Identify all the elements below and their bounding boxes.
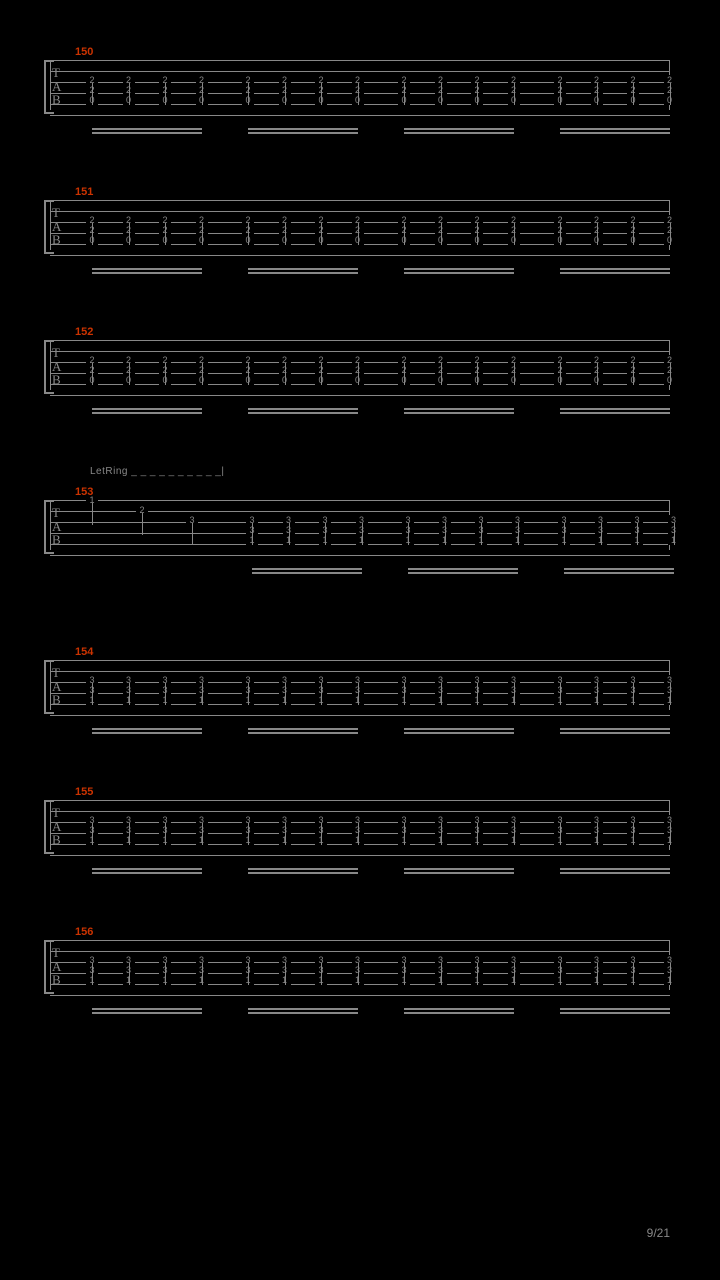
tab-label: TAB [52, 206, 60, 247]
barline-start [50, 940, 51, 990]
measure-number: 154 [75, 646, 93, 658]
measure-150: 150TAB2202202202202202202202202202202202… [50, 60, 670, 150]
barline-start [50, 500, 51, 550]
measure-number: 150 [75, 46, 93, 58]
measure-155: 155TAB3313313313313313313313313313313313… [50, 800, 670, 890]
measure-number: 152 [75, 326, 93, 338]
measure-151: 151TAB2202202202202202202202202202202202… [50, 200, 670, 290]
tab-label: TAB [52, 666, 60, 707]
measure-152: 152TAB2202202202202202202202202202202202… [50, 340, 670, 430]
measure-number: 156 [75, 926, 93, 938]
tab-label: TAB [52, 806, 60, 847]
letring-annotation: LetRing _ _ _ _ _ _ _ _ _ _| [90, 466, 224, 477]
tab-label: TAB [52, 66, 60, 107]
barline-start [50, 200, 51, 250]
measure-154: 154TAB3313313313313313313313313313313313… [50, 660, 670, 750]
tab-label: TAB [52, 506, 60, 547]
measure-number: 155 [75, 786, 93, 798]
measure-156: 156TAB3313313313313313313313313313313313… [50, 940, 670, 1030]
measure-number: 151 [75, 186, 93, 198]
barline-start [50, 60, 51, 110]
barline-start [50, 800, 51, 850]
page-number: 9/21 [647, 1226, 670, 1240]
tab-label: TAB [52, 346, 60, 387]
barline-start [50, 340, 51, 390]
tab-label: TAB [52, 946, 60, 987]
barline-start [50, 660, 51, 710]
measure-153: 153LetRing _ _ _ _ _ _ _ _ _ _|TAB123331… [50, 500, 670, 590]
